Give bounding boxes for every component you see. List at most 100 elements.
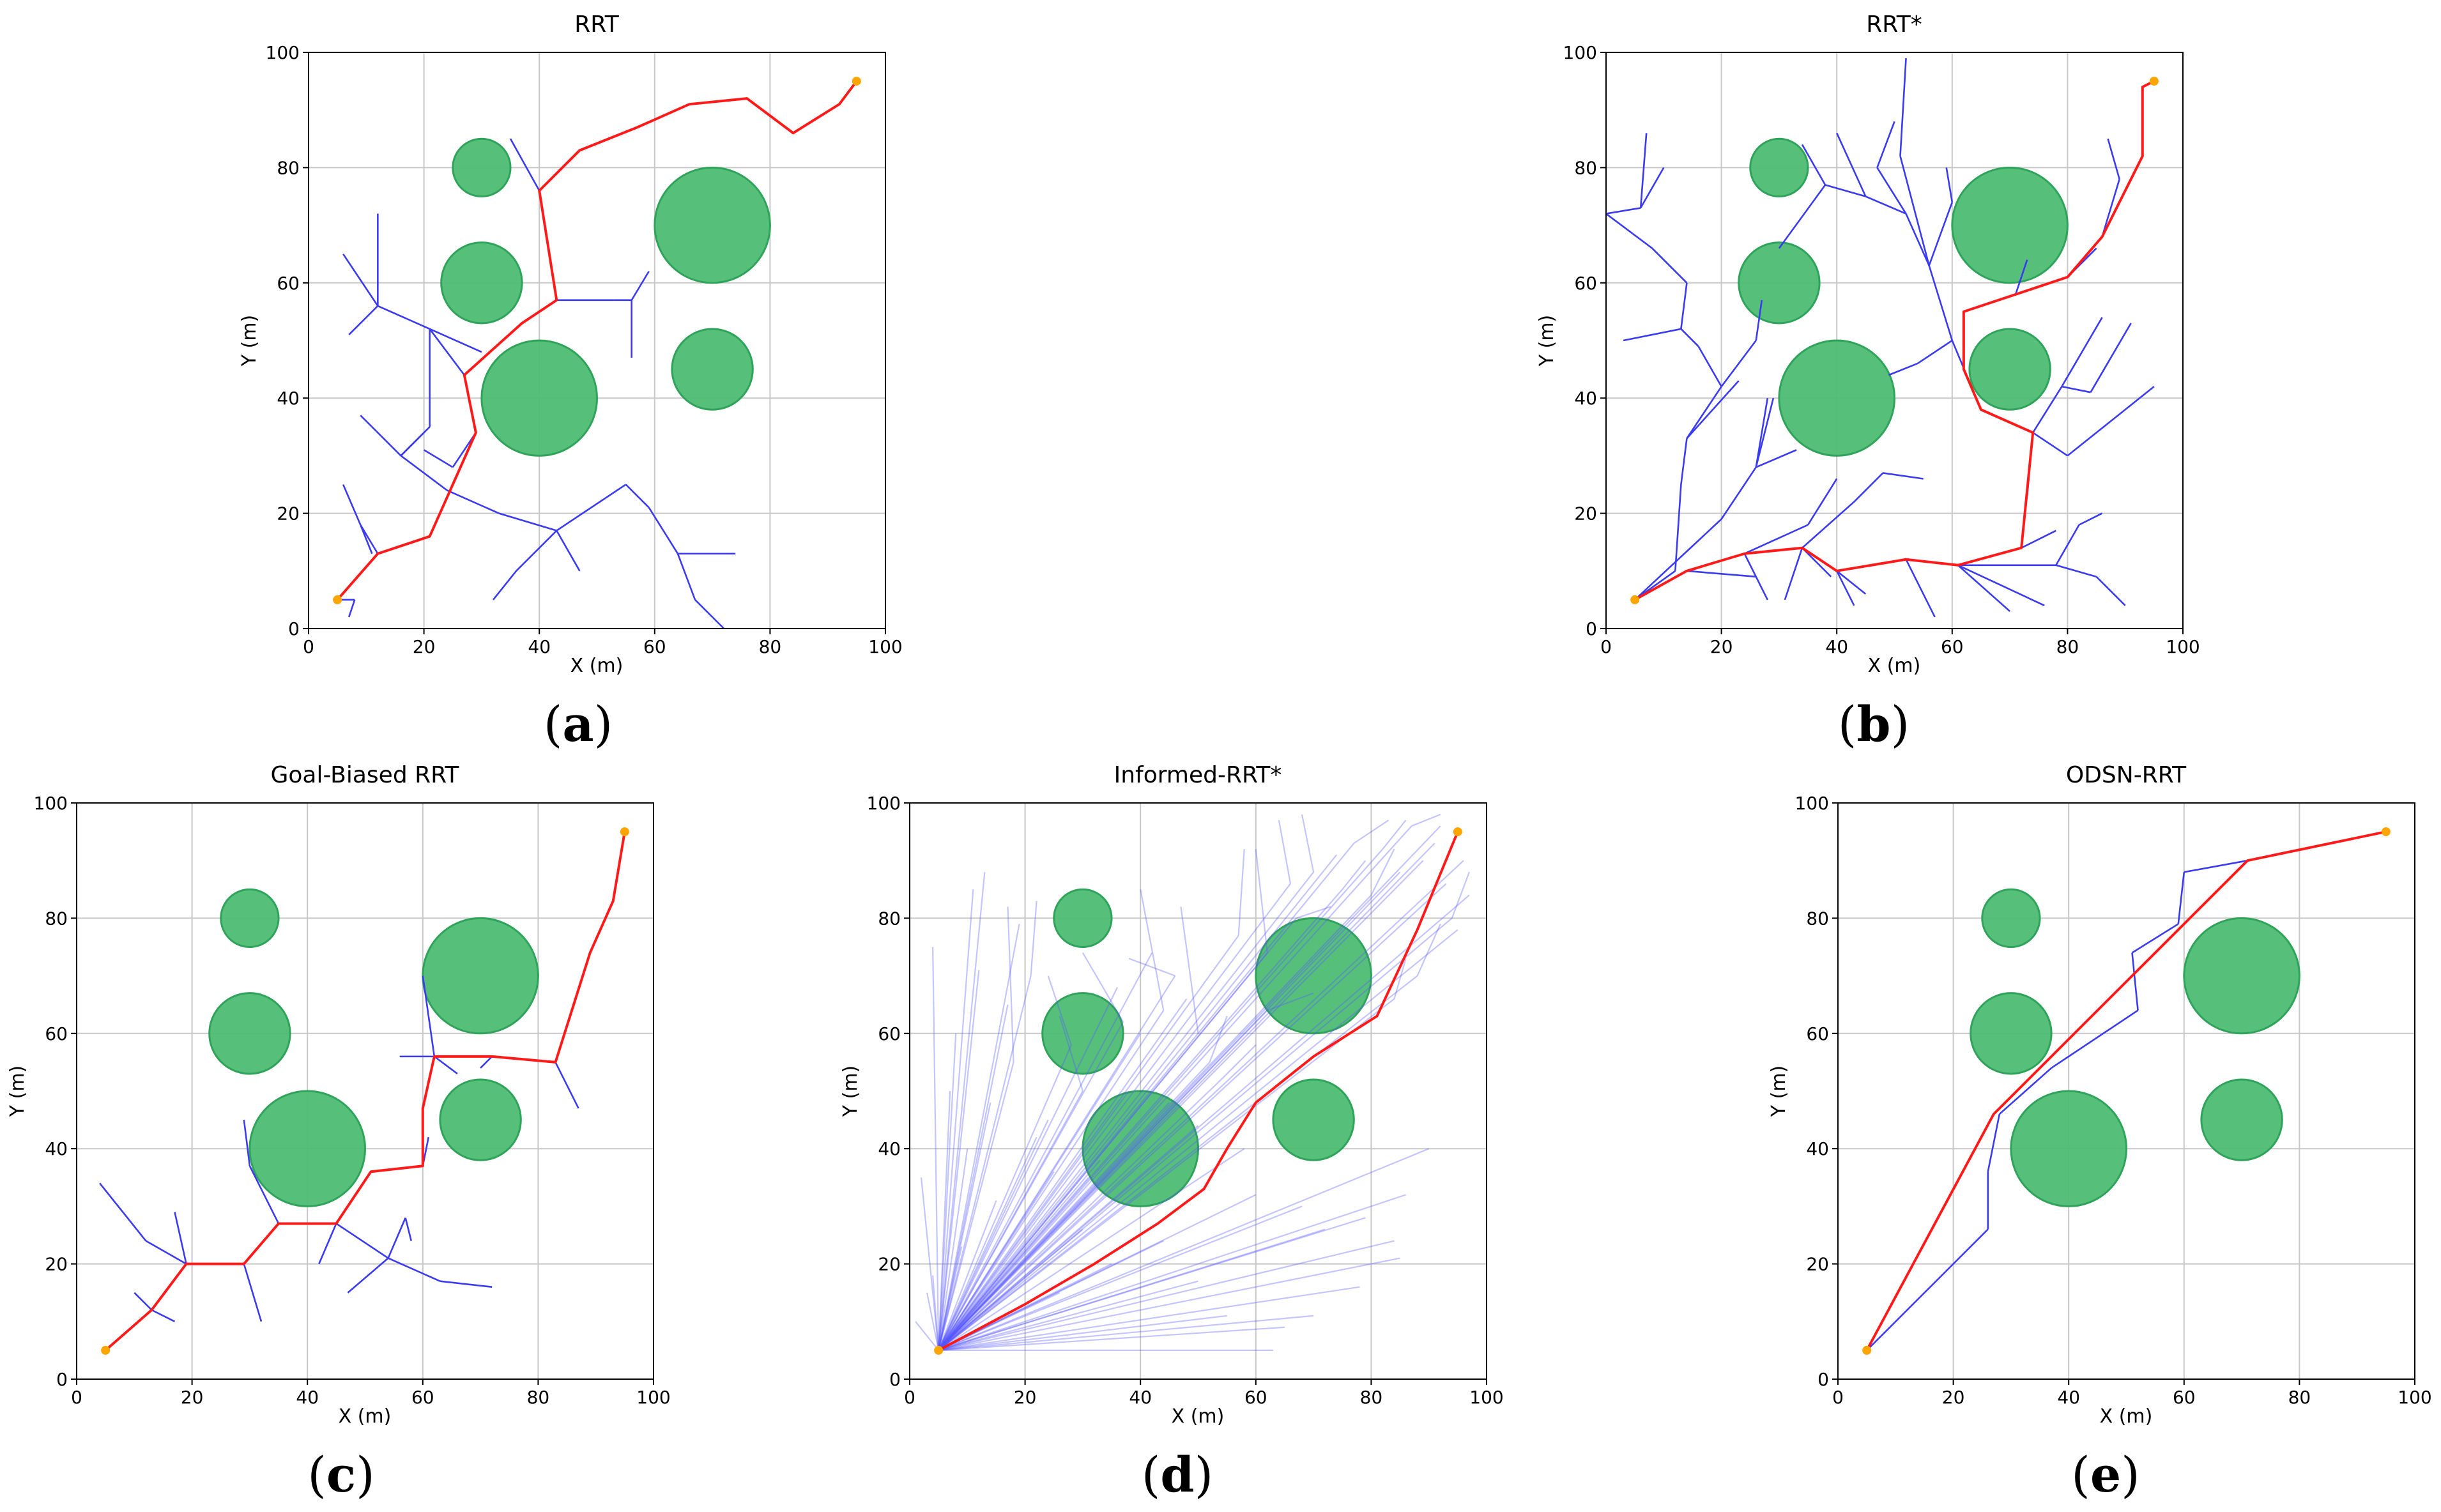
panel-d-tree-edge-55: [938, 1125, 1199, 1351]
panel-b-tree-edge-23: [1744, 524, 1809, 554]
panel-d-tree-edge-39: [938, 1280, 1198, 1351]
panel-d-tree-edge-40: [938, 1240, 1164, 1351]
panel-e-start-marker: [1862, 1345, 1872, 1355]
panel-d-tree-edge-28: [938, 825, 1412, 1351]
panel-a-obstacle-2: [480, 339, 599, 457]
panel-b-tree-edge-13: [1640, 167, 1665, 209]
panel-c-ytick-label-0: 0: [56, 1369, 68, 1390]
panel-d-tree-edge-49: [938, 1246, 963, 1351]
panel-b-tree-edge-61: [1945, 167, 1954, 202]
panel-d-tree-edge-7: [938, 1004, 1009, 1351]
panel-c-tree-edge-10: [347, 1257, 389, 1294]
panel-e-ytick-label-0: 0: [1817, 1369, 1829, 1390]
panel-b-tree-edge-1: [1674, 484, 1682, 571]
panel-d-tree-edge-61: [938, 1079, 1222, 1351]
panel-d-tree-edge-87: [1353, 820, 1389, 844]
panel-c-tree-edge-18: [555, 1062, 579, 1109]
panel-b-tree-edge-63: [2014, 259, 2028, 295]
panel-d-tree-edge-3: [938, 1033, 957, 1350]
panel-a-xtick-label-0: 0: [303, 636, 314, 657]
panel-a-title: RRT: [574, 11, 619, 38]
panel-b-tree-edge-29: [1836, 570, 1855, 606]
panel-d-tree-edge-26: [938, 843, 1355, 1351]
panel-b-tree-edge-31: [1784, 547, 1803, 600]
panel-d-tree-edge-80: [1140, 889, 1165, 1011]
panel-a-tree-edge-13: [360, 415, 402, 457]
panel-c-xtick-label-5: 100: [636, 1387, 670, 1408]
panel-c-xtick-label-2: 40: [296, 1387, 319, 1408]
panel-d-tree-edge-0: [932, 1275, 940, 1350]
panel-d-xtick-label-5: 100: [1469, 1387, 1503, 1408]
panel-d-tree-edge-13: [938, 1044, 1072, 1351]
panel-a: RRT X (m) Y (m) (a) 0 20 40 60 80 100 0 20 40 60 8…: [238, 11, 903, 752]
panel-b-tree-edge-26: [1853, 472, 1884, 503]
panel-a-obstacle-0: [452, 137, 512, 197]
panel-d-tree-edge-4: [938, 889, 974, 1350]
panel-d-tree-edge-44: [938, 1200, 997, 1351]
panel-b-ytick-label-0: 0: [1586, 618, 1597, 639]
panel-d-tree-edge-92: [1451, 871, 1470, 919]
panel-d-ylabel: Y (m): [839, 1065, 862, 1118]
panel-d-tree-edge-1: [920, 1177, 940, 1351]
panel-e-letter: e: [2090, 1446, 2121, 1503]
panel-d-tree-edge-30: [938, 1148, 1430, 1351]
panel-d-tree-edge-77: [938, 975, 1418, 1351]
panel-b-tree-edge-54: [1905, 213, 1930, 266]
panel-c-tree-edge-7: [243, 1119, 251, 1166]
panel-b-goal-marker: [2149, 77, 2159, 86]
panel-b-tree-edge-39: [2078, 512, 2103, 526]
panel-b-tree-edge-49: [2124, 386, 2155, 411]
panel-a-tree-edge-23: [677, 553, 696, 600]
panel-b-tree-edge-7: [1680, 328, 1699, 347]
panel-b-xtick-label-3: 60: [1941, 636, 1964, 657]
panel-a-plot-area: 0 20 40 60 80 100 0 20 40 60 80 100: [266, 42, 903, 657]
panel-a-ytick-label-5: 100: [266, 42, 300, 63]
panel-e-ytick-label-4: 80: [1806, 908, 1829, 929]
panel-d-tree-edge-45: [938, 1149, 968, 1351]
panel-d-tree-edge-17: [938, 1033, 1142, 1351]
panel-c-obstacle-2: [249, 1090, 367, 1207]
panel-c-tree-edge-3: [134, 1292, 153, 1311]
panel-d-xtick-label-4: 80: [1360, 1387, 1383, 1408]
panel-b-tree-edge-52: [1888, 362, 1918, 376]
panel-e-ytick-label-5: 100: [1795, 793, 1829, 814]
panel-d-xtick-label-3: 60: [1244, 1387, 1267, 1408]
panel-b-label: (b): [1838, 696, 1909, 752]
panel-d-xtick-label-0: 0: [904, 1387, 915, 1408]
panel-c-obstacle-0: [220, 888, 280, 949]
panel-b-obstacle-0: [1749, 137, 1809, 197]
panel-b-tree-edge-55: [1865, 195, 1907, 215]
panel-c-plot-area: 0 20 40 60 80 100 0 20 40 60 80 100: [34, 793, 671, 1408]
panel-e-xlabel: X (m): [2100, 1405, 2153, 1428]
panel-d-tree-edge-50: [938, 1102, 991, 1351]
panel-d-path: [938, 831, 1459, 1352]
panel-a-obstacle-3: [654, 166, 771, 284]
panel-e-obstacle-4: [2200, 1078, 2283, 1161]
panel-b-tree-edge-10: [1651, 247, 1688, 284]
panel-d-tree-edge-86: [1301, 814, 1315, 873]
panel-d-ytick-label-2: 40: [878, 1138, 901, 1159]
panel-d-tree-edge-100: [1296, 906, 1331, 919]
panel-d-tree-edge-10: [938, 924, 1020, 1351]
panel-e-tree-edge-3: [1998, 1067, 2052, 1115]
panel-b-obstacle-3: [1951, 166, 2069, 284]
panel-a-tree-edge-15: [400, 455, 448, 491]
panel-c-xtick-label-1: 20: [181, 1387, 204, 1408]
panel-a-obstacle-4: [671, 328, 754, 411]
panel-c-tree-edge-15: [422, 975, 436, 1057]
panel-b-ytick-label-1: 20: [1574, 503, 1597, 524]
panel-a-tree-edge-26: [492, 570, 517, 600]
panel-b-xlabel: X (m): [1868, 655, 1921, 677]
panel-d-obstacle-4: [1272, 1078, 1355, 1161]
panel-a-tree-edge-5: [429, 328, 465, 376]
panel-d-tree-edge-51: [938, 1136, 1037, 1351]
panel-b-tree-edge-28: [1802, 547, 1832, 577]
panel-d-tree-edge-64: [938, 987, 1119, 1351]
panel-d-ytick-label-0: 0: [889, 1369, 901, 1390]
panel-b-tree-edge-44: [2090, 323, 2132, 393]
panel-b-tree-edge-19: [1756, 449, 1797, 468]
panel-d-tree-edge-65: [938, 1009, 1268, 1351]
panel-b-tree-edge-25: [1802, 501, 1855, 549]
panel-a-tree-edge-33: [423, 449, 454, 468]
panel-c-tree-edge-16: [434, 1055, 458, 1074]
